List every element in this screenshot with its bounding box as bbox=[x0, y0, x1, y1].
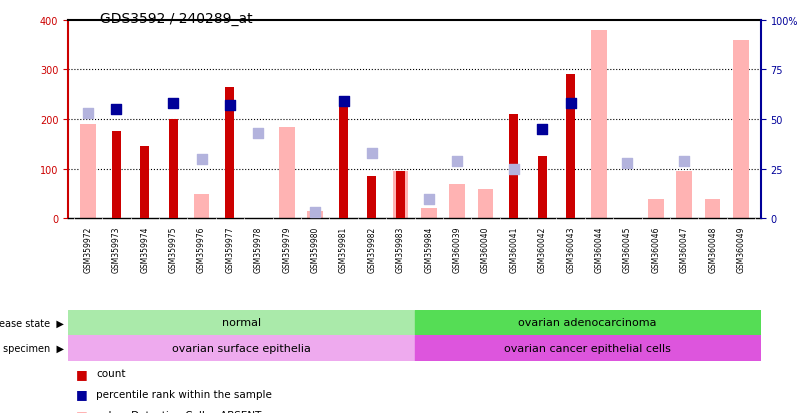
Bar bbox=[68, 335, 415, 361]
Bar bbox=[415, 310, 761, 335]
Text: GSM359984: GSM359984 bbox=[425, 226, 433, 273]
Text: percentile rank within the sample: percentile rank within the sample bbox=[96, 389, 272, 399]
Bar bbox=[677, 172, 692, 219]
Bar bbox=[415, 335, 761, 361]
Text: GSM360049: GSM360049 bbox=[737, 226, 746, 273]
Text: ■: ■ bbox=[76, 367, 88, 380]
Text: ■: ■ bbox=[76, 408, 88, 413]
Bar bbox=[112, 132, 121, 219]
Text: GSM360040: GSM360040 bbox=[481, 226, 490, 273]
Point bbox=[621, 160, 634, 167]
Text: normal: normal bbox=[222, 318, 261, 328]
Bar bbox=[509, 115, 518, 219]
Text: ovarian cancer epithelial cells: ovarian cancer epithelial cells bbox=[505, 343, 671, 353]
Bar bbox=[733, 40, 749, 219]
Bar bbox=[279, 127, 295, 219]
Text: GSM359975: GSM359975 bbox=[169, 226, 178, 273]
Text: specimen  ▶: specimen ▶ bbox=[3, 343, 64, 353]
Point bbox=[365, 150, 378, 157]
Point bbox=[422, 196, 435, 202]
Text: GSM359972: GSM359972 bbox=[83, 226, 92, 273]
Text: GSM359978: GSM359978 bbox=[254, 226, 263, 273]
Bar bbox=[705, 199, 720, 219]
Point bbox=[308, 210, 321, 216]
Bar bbox=[421, 209, 437, 219]
Bar bbox=[80, 125, 96, 219]
Text: count: count bbox=[96, 368, 126, 378]
Bar bbox=[477, 189, 493, 219]
Bar bbox=[566, 75, 575, 219]
Text: GSM360048: GSM360048 bbox=[708, 226, 717, 273]
Text: GSM359982: GSM359982 bbox=[368, 226, 376, 272]
Bar bbox=[68, 310, 415, 335]
Text: GSM359977: GSM359977 bbox=[225, 226, 235, 273]
Point bbox=[337, 99, 350, 105]
Text: GSM359979: GSM359979 bbox=[282, 226, 292, 273]
Text: ■: ■ bbox=[76, 387, 88, 401]
Point bbox=[678, 158, 690, 165]
Bar bbox=[225, 88, 235, 219]
Point bbox=[536, 126, 549, 133]
Text: GSM360042: GSM360042 bbox=[537, 226, 547, 273]
Text: GSM360041: GSM360041 bbox=[509, 226, 518, 273]
Text: GSM359983: GSM359983 bbox=[396, 226, 405, 273]
Bar bbox=[140, 147, 149, 219]
Bar bbox=[449, 184, 465, 219]
Text: GSM359974: GSM359974 bbox=[140, 226, 149, 273]
Bar bbox=[368, 177, 376, 219]
Text: ovarian surface epithelia: ovarian surface epithelia bbox=[172, 343, 311, 353]
Bar bbox=[591, 31, 607, 219]
Point bbox=[110, 107, 123, 113]
Text: GSM359980: GSM359980 bbox=[311, 226, 320, 273]
Text: GSM360043: GSM360043 bbox=[566, 226, 575, 273]
Text: ovarian adenocarcinoma: ovarian adenocarcinoma bbox=[518, 318, 657, 328]
Bar bbox=[308, 211, 323, 219]
Point bbox=[564, 101, 577, 107]
Text: GSM359976: GSM359976 bbox=[197, 226, 206, 273]
Bar bbox=[168, 120, 178, 219]
Text: disease state  ▶: disease state ▶ bbox=[0, 318, 64, 328]
Bar bbox=[648, 199, 664, 219]
Text: value, Detection Call = ABSENT: value, Detection Call = ABSENT bbox=[96, 410, 261, 413]
Point bbox=[223, 102, 236, 109]
Text: GSM360045: GSM360045 bbox=[623, 226, 632, 273]
Bar bbox=[392, 172, 409, 219]
Text: GSM360047: GSM360047 bbox=[680, 226, 689, 273]
Text: GSM360044: GSM360044 bbox=[594, 226, 604, 273]
Point bbox=[508, 166, 521, 173]
Bar bbox=[537, 157, 547, 219]
Point bbox=[82, 111, 95, 117]
Text: GDS3592 / 240289_at: GDS3592 / 240289_at bbox=[100, 12, 253, 26]
Point bbox=[451, 158, 464, 165]
Bar bbox=[339, 97, 348, 219]
Point bbox=[195, 156, 208, 163]
Text: GSM360039: GSM360039 bbox=[453, 226, 461, 273]
Point bbox=[252, 131, 265, 137]
Text: GSM359973: GSM359973 bbox=[112, 226, 121, 273]
Bar bbox=[194, 194, 209, 219]
Text: GSM359981: GSM359981 bbox=[339, 226, 348, 272]
Point bbox=[167, 101, 179, 107]
Bar bbox=[396, 172, 405, 219]
Text: GSM360046: GSM360046 bbox=[651, 226, 660, 273]
